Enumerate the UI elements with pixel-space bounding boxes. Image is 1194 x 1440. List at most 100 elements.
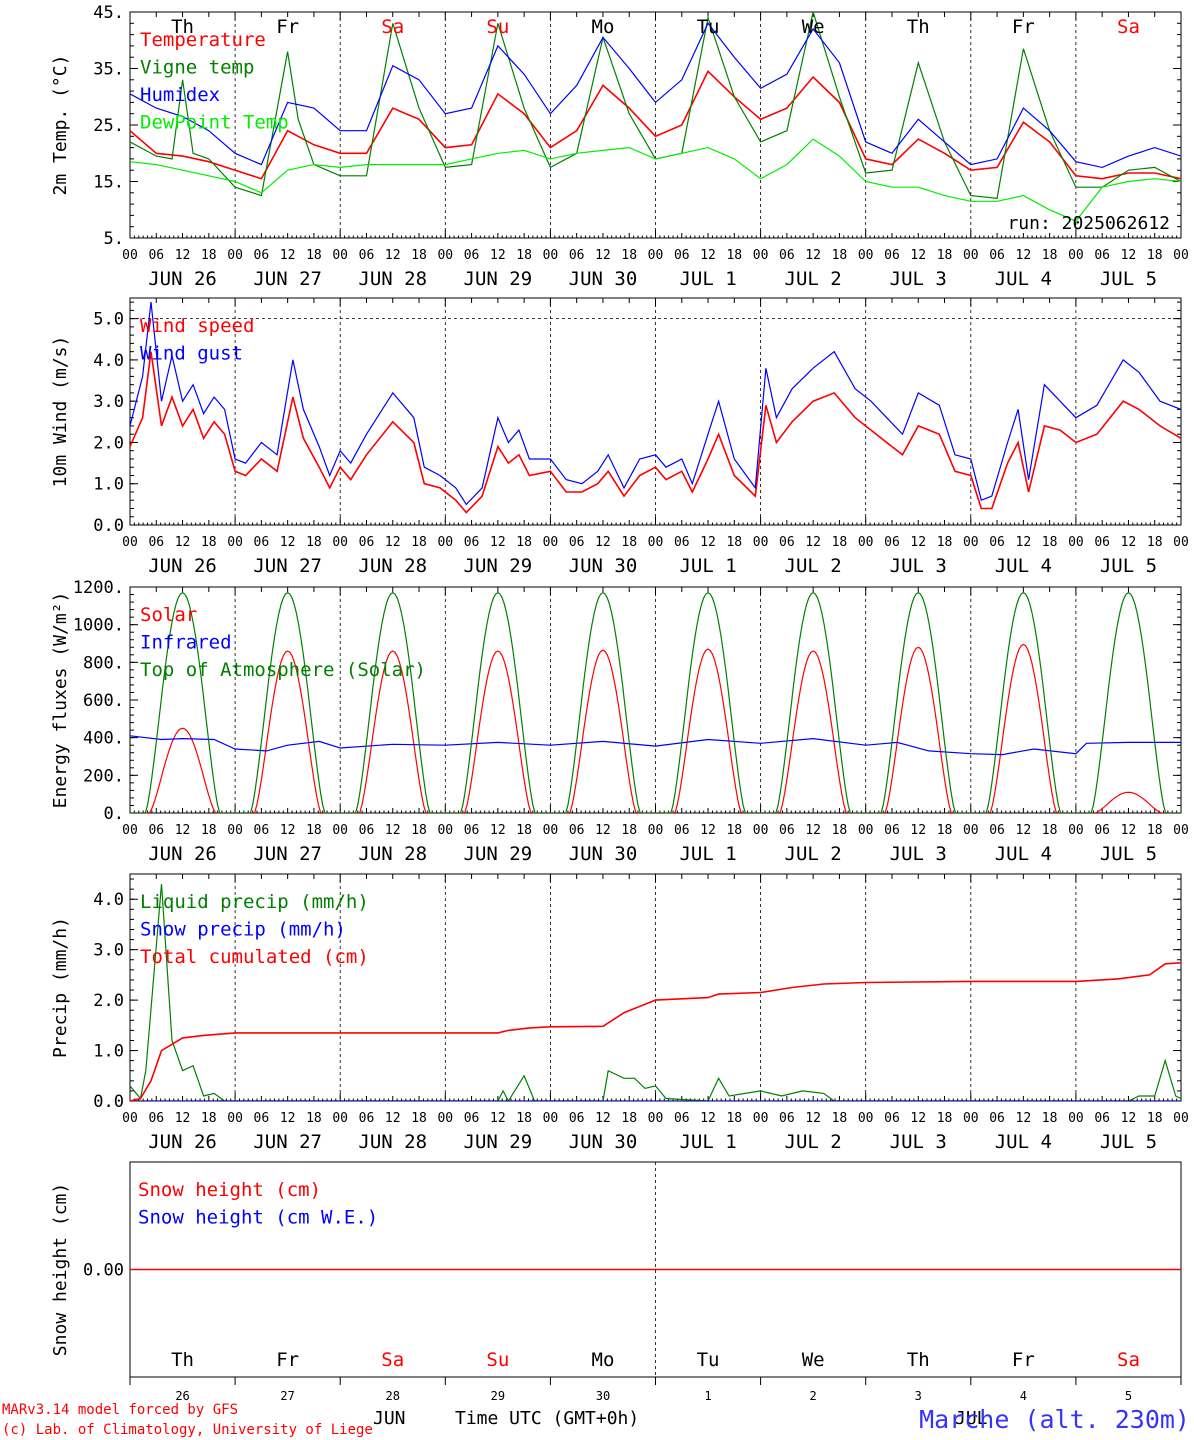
hour-tick-label: 18 (621, 823, 637, 838)
day-label: JUL 1 (679, 1131, 736, 1153)
day-label: JUN 28 (358, 843, 427, 865)
hour-tick-label: 06 (569, 535, 585, 550)
hour-tick-label: 00 (648, 823, 664, 838)
weekday-label: Su (486, 1349, 509, 1371)
hour-tick-label: 18 (306, 535, 322, 550)
day-label: JUN 27 (253, 843, 322, 865)
hour-tick-label: 18 (516, 823, 532, 838)
hour-tick-label: 06 (1094, 535, 1110, 550)
hour-tick-label: 00 (1173, 535, 1189, 550)
day-label: JUL 2 (785, 1131, 842, 1153)
legend-entry: Top of Atmosphere (Solar) (140, 659, 426, 681)
day-label: JUL 3 (890, 1131, 947, 1153)
hour-tick-label: 12 (910, 1111, 926, 1126)
hour-tick-label: 12 (700, 535, 716, 550)
day-label: JUN 26 (148, 1131, 217, 1153)
y-axis-label: 10m Wind (m/s) (50, 336, 71, 488)
hour-tick-label: 06 (254, 535, 270, 550)
hour-tick-label: 00 (1068, 823, 1084, 838)
hour-tick-label: 18 (1147, 248, 1163, 263)
day-label: JUN 28 (358, 555, 427, 577)
hour-tick-label: 12 (1121, 823, 1137, 838)
day-number: 26 (175, 1389, 189, 1403)
legend-entry: Solar (140, 604, 197, 626)
credit-line-2: (c) Lab. of Climatology, University of L… (2, 1422, 373, 1438)
y-tick-label: 35. (93, 60, 124, 80)
day-number: 27 (280, 1389, 294, 1403)
y-tick-label: 400. (83, 729, 124, 749)
day-label: JUN 28 (358, 268, 427, 290)
day-number: 3 (915, 1389, 922, 1403)
weekday-label: Tu (697, 16, 720, 38)
hour-tick-label: 00 (648, 1111, 664, 1126)
hour-tick-label: 18 (621, 248, 637, 263)
hour-tick-label: 12 (595, 1111, 611, 1126)
hour-tick-label: 18 (621, 1111, 637, 1126)
hour-tick-label: 18 (726, 248, 742, 263)
hour-tick-label: 12 (385, 1111, 401, 1126)
hour-tick-label: 06 (464, 823, 480, 838)
y-tick-label: 1.0 (93, 1042, 124, 1062)
hour-tick-label: 06 (989, 823, 1005, 838)
panel-4: 00 06 12 18 00 06 12 18 00 06 12 18 00 06 12 18 00 06 12 18… (50, 873, 1189, 1153)
hour-tick-label: 18 (1042, 1111, 1058, 1126)
hour-tick-label: 00 (1068, 535, 1084, 550)
hour-tick-label: 00 (437, 248, 453, 263)
hour-tick-label: 18 (1147, 823, 1163, 838)
y-tick-label: 1200. (73, 578, 124, 598)
day-label: JUN 29 (464, 268, 533, 290)
hour-tick-label: 00 (227, 248, 243, 263)
day-label: JUN 26 (148, 268, 217, 290)
weekday-label: Sa (1117, 16, 1140, 38)
y-tick-label: 45. (93, 3, 124, 23)
y-tick-label: 1.0 (93, 475, 124, 495)
day-label: JUN 30 (569, 555, 638, 577)
hour-tick-label: 06 (569, 1111, 585, 1126)
hour-tick-label: 00 (122, 248, 138, 263)
hour-tick-label: 18 (832, 823, 848, 838)
hour-tick-label: 06 (884, 248, 900, 263)
hour-tick-label: 12 (490, 1111, 506, 1126)
day-number: 2 (810, 1389, 817, 1403)
day-label: JUN 26 (148, 843, 217, 865)
legend-entry: Vigne temp (140, 57, 254, 79)
y-tick-label: 600. (83, 691, 124, 711)
hour-tick-label: 00 (858, 535, 874, 550)
hour-tick-label: 12 (595, 248, 611, 263)
hour-tick-label: 18 (937, 1111, 953, 1126)
hour-tick-label: 00 (122, 823, 138, 838)
day-label: JUN 26 (148, 555, 217, 577)
day-label: JUL 5 (1100, 555, 1157, 577)
day-label: JUL 1 (679, 843, 736, 865)
hour-tick-label: 00 (543, 248, 559, 263)
weekday-label: Sa (381, 1349, 404, 1371)
hour-tick-label: 00 (122, 1111, 138, 1126)
hour-tick-label: 06 (148, 248, 164, 263)
hour-tick-label: 18 (411, 248, 427, 263)
weekday-label: Mo (592, 1349, 615, 1371)
series-group (130, 12, 1181, 222)
hour-tick-label: 18 (201, 535, 217, 550)
hour-tick-label: 12 (490, 248, 506, 263)
weekday-label: We (802, 16, 825, 38)
hour-tick-label: 12 (700, 1111, 716, 1126)
day-number: 4 (1020, 1389, 1027, 1403)
hour-tick-label: 00 (1068, 1111, 1084, 1126)
hour-tick-label: 18 (201, 823, 217, 838)
day-label: JUL 3 (890, 268, 947, 290)
series-line-3 (130, 138, 1181, 222)
hour-tick-label: 12 (910, 535, 926, 550)
hour-tick-label: 18 (832, 248, 848, 263)
legend-entry: Total cumulated (cm) (140, 946, 369, 968)
legend-entry: DewPoint Temp (140, 112, 289, 134)
hour-tick-label: 18 (1042, 535, 1058, 550)
weekday-label: We (802, 1349, 825, 1371)
hour-tick-label: 18 (937, 248, 953, 263)
hour-tick-label: 06 (674, 823, 690, 838)
day-label: JUL 5 (1100, 843, 1157, 865)
panels: 00 06 12 18 00 06 12 18 00 06 12 18 00 06 12 18 00 06 12 18… (50, 3, 1189, 1403)
hour-tick-label: 06 (674, 248, 690, 263)
day-number: 1 (704, 1389, 711, 1403)
weekday-label: Sa (1117, 1349, 1140, 1371)
